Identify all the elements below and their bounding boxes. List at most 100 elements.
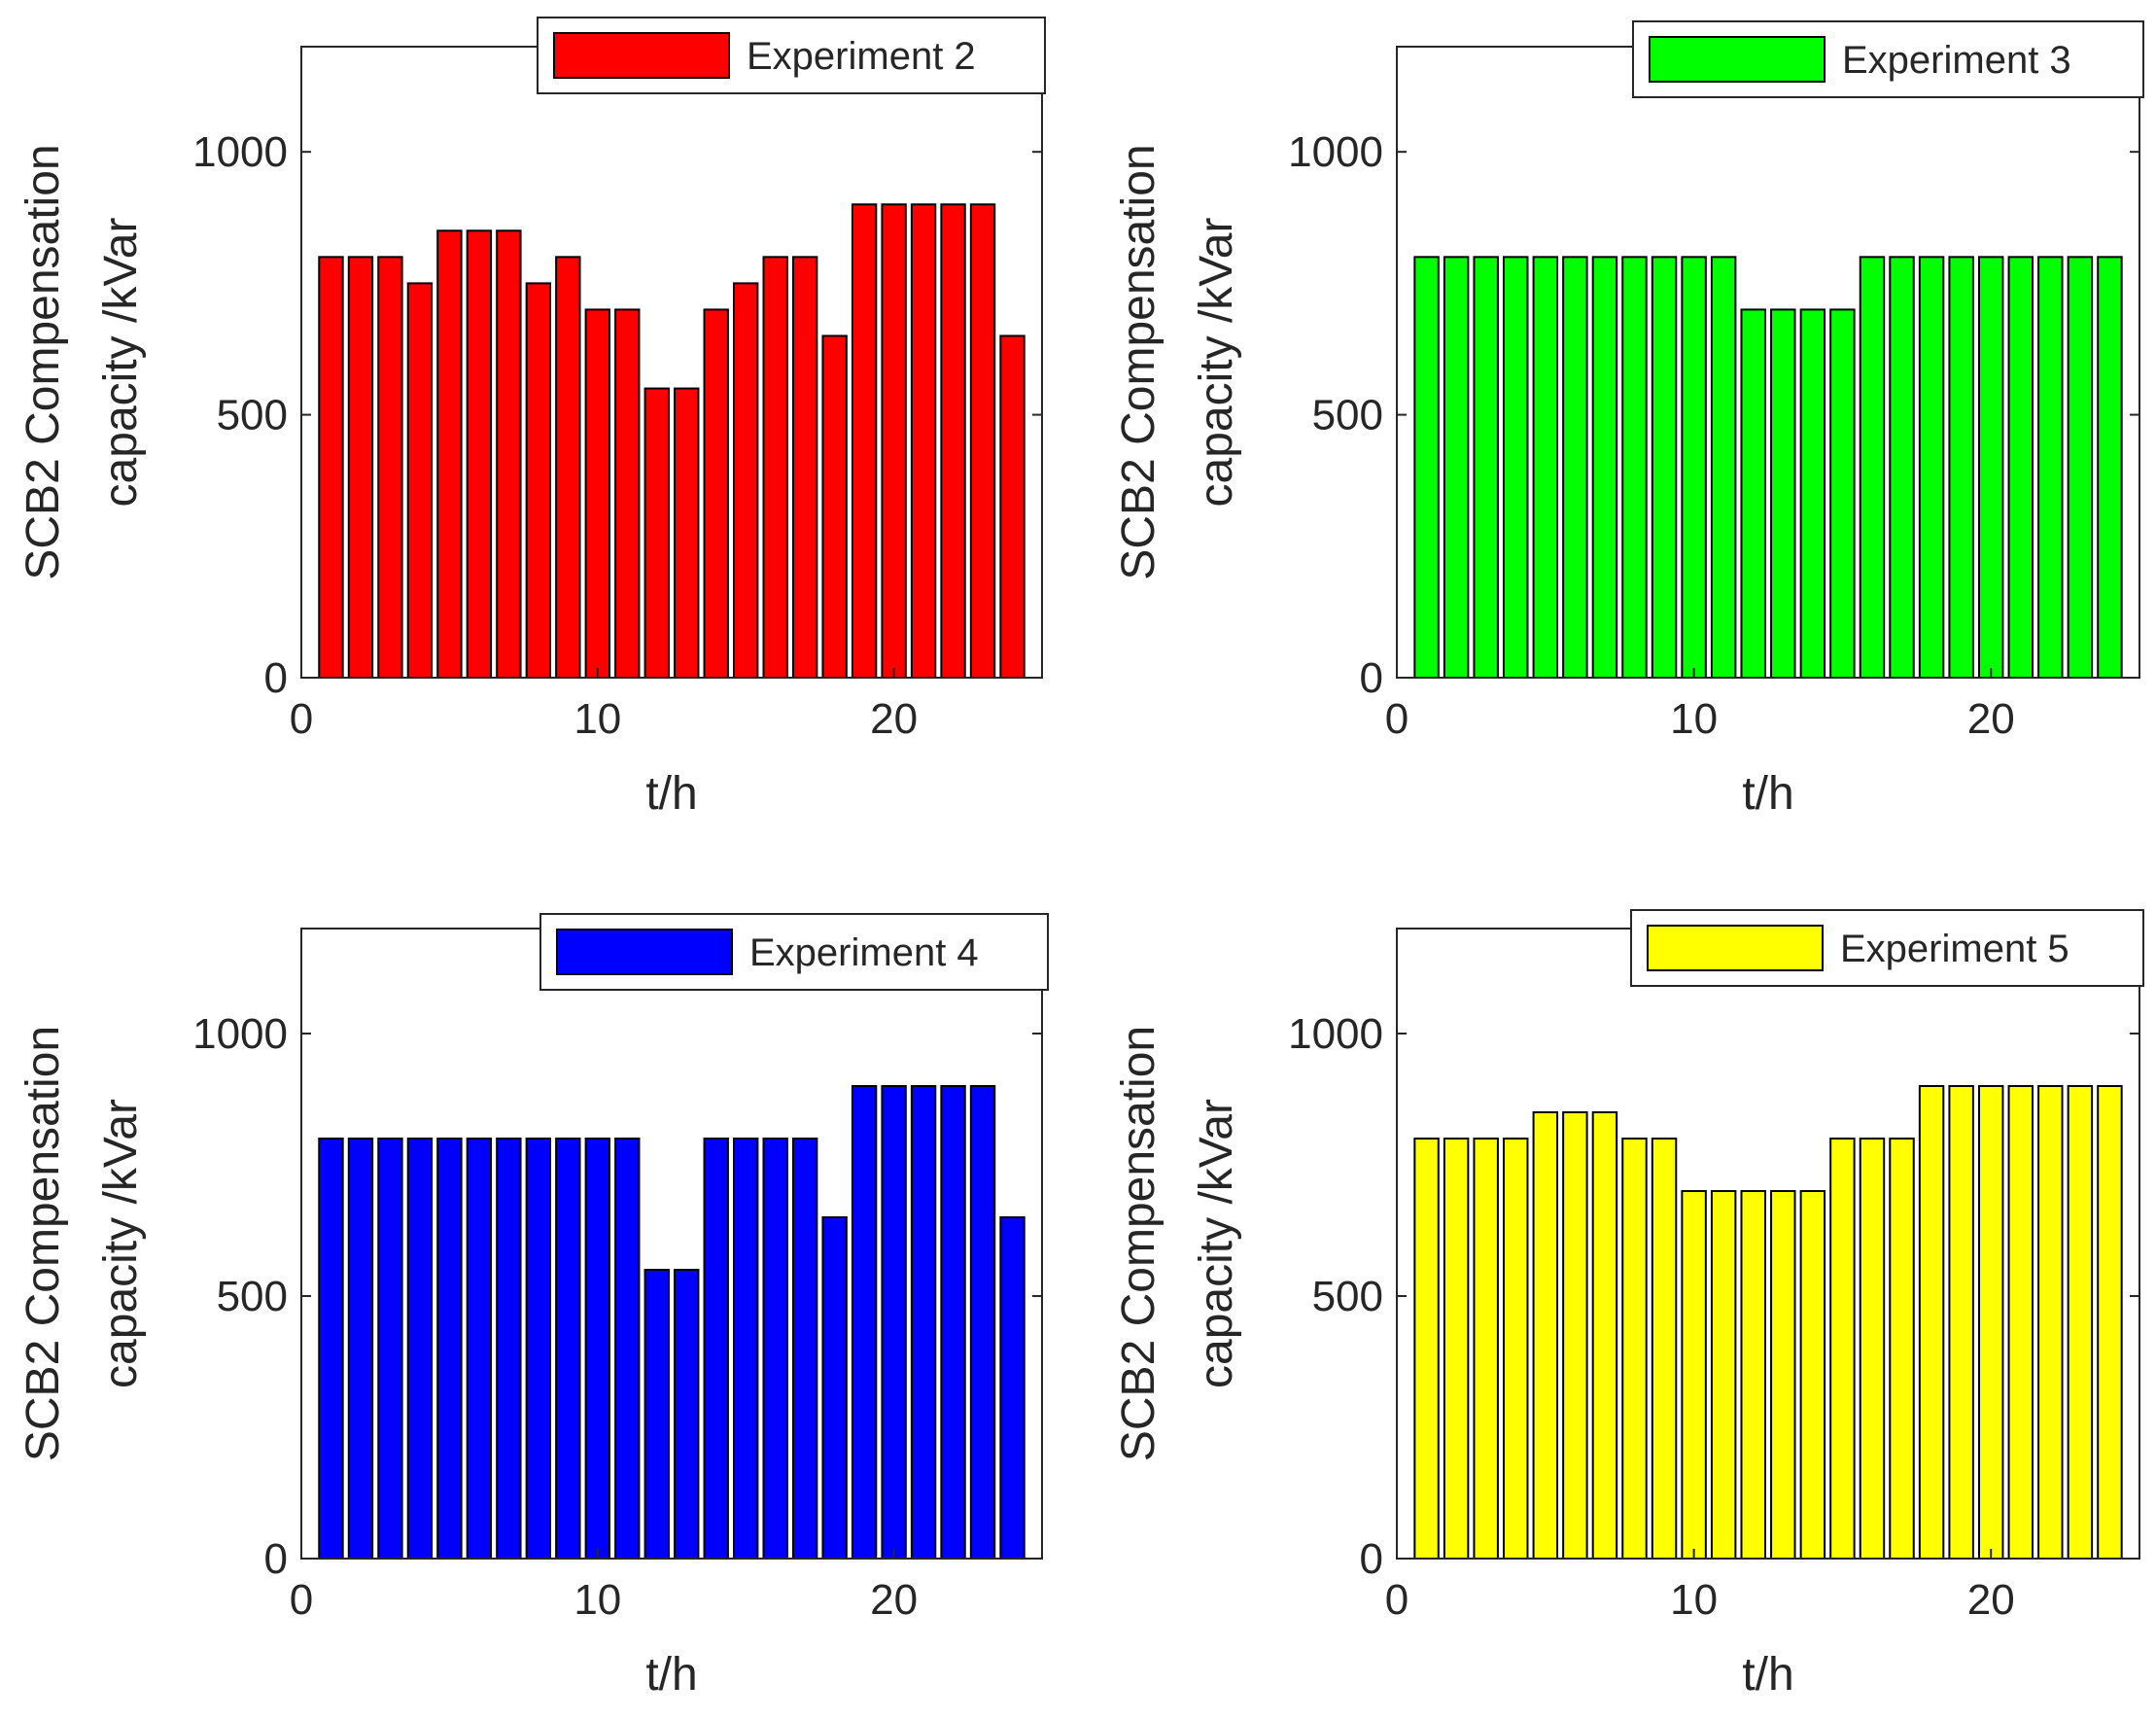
bar-22	[2037, 256, 2064, 679]
bar-14	[1799, 308, 1826, 679]
bar-20	[881, 203, 907, 679]
bar-17	[1889, 1138, 1915, 1560]
bar-21	[2007, 256, 2034, 679]
y-tick-label: 1000	[192, 1010, 288, 1058]
y-axis-title-line-1: SCB2 Compensation	[1113, 1026, 1165, 1461]
x-axis-title: t/h	[1742, 768, 1793, 820]
bar-15	[733, 1138, 759, 1560]
y-tick-label: 0	[264, 654, 288, 702]
bar-7	[496, 229, 522, 679]
bar-22	[2037, 1085, 2064, 1560]
bar-6	[1562, 1111, 1588, 1560]
bar-1	[318, 256, 344, 679]
x-tick-label: 10	[574, 1576, 621, 1624]
bar-5	[436, 229, 463, 679]
bar-11	[1710, 1190, 1737, 1560]
bar-17	[1889, 256, 1915, 679]
bar-4	[406, 1138, 434, 1560]
bar-12	[643, 387, 670, 679]
bar-1	[1413, 256, 1440, 679]
bar-5	[1532, 256, 1559, 679]
bar-14	[703, 308, 729, 679]
bar-21	[2007, 1085, 2034, 1560]
legend-label: Experiment 4	[749, 931, 979, 974]
bar-24	[999, 334, 1026, 679]
bar-23	[969, 203, 996, 679]
bar-13	[1770, 308, 1796, 679]
legend-swatch	[1647, 925, 1824, 971]
bar-6	[466, 1138, 493, 1560]
chart-panel-1: 0 500 1000 0 10 20 t/h SCB2 Compensation capacit…	[17, 17, 1046, 820]
bar-22	[940, 203, 966, 679]
bar-16	[1859, 1138, 1886, 1560]
x-axis-title: t/h	[645, 1649, 697, 1701]
y-axis-title-line-2: capacity /kVar	[95, 1099, 147, 1388]
bar-3	[1473, 1138, 1499, 1560]
y-tick-label: 500	[217, 1273, 288, 1320]
x-tick-label: 0	[1385, 1576, 1408, 1624]
y-tick-label: 0	[1360, 654, 1383, 702]
bar-15	[733, 282, 759, 680]
bar-23	[969, 1085, 996, 1560]
bar-20	[1977, 1085, 2004, 1560]
y-tick-label: 1000	[1288, 128, 1383, 176]
bar-24	[2097, 256, 2123, 679]
bar-10	[584, 308, 610, 679]
bar-4	[1503, 1138, 1529, 1560]
bar-20	[881, 1085, 907, 1560]
bar-14	[703, 1138, 729, 1560]
bar-19	[1948, 1085, 1974, 1560]
bar-11	[614, 308, 641, 679]
bar-7	[1591, 1111, 1618, 1560]
bar-2	[347, 1138, 374, 1560]
bar-11	[1710, 256, 1737, 679]
bar-1	[1413, 1138, 1440, 1560]
chart-panel-3: 0 500 1000 0 10 20 t/h SCB2 Compensation capacit…	[17, 913, 1049, 1701]
bar-6	[466, 229, 493, 679]
bar-16	[762, 256, 788, 679]
y-axis-title-line-2: capacity /kVar	[95, 218, 147, 508]
chart-panel-2: 0 500 1000 0 10 20 t/h SCB2 Compensation capacit…	[1113, 20, 2144, 820]
x-tick-label: 10	[1670, 695, 1718, 743]
y-tick-label: 1000	[192, 128, 288, 176]
bar-21	[910, 1085, 937, 1560]
x-tick-label: 20	[870, 695, 918, 743]
bar-9	[555, 1138, 581, 1560]
bar-16	[1859, 256, 1886, 679]
bar-15	[1829, 308, 1856, 679]
bar-14	[1799, 1190, 1826, 1560]
x-tick-label: 0	[290, 695, 313, 743]
bar-8	[525, 282, 552, 680]
bar-3	[1473, 256, 1499, 679]
x-tick-label: 0	[290, 1576, 313, 1624]
bar-13	[1770, 1190, 1796, 1560]
x-axis-title: t/h	[645, 768, 697, 820]
legend-swatch	[556, 929, 733, 975]
bar-5	[1532, 1111, 1559, 1560]
bar-17	[791, 256, 818, 679]
y-tick-label: 500	[217, 392, 288, 439]
bar-4	[1503, 256, 1529, 679]
y-axis-title-line-1: SCB2 Compensation	[17, 1026, 69, 1461]
bar-9	[1651, 256, 1678, 679]
bar-16	[762, 1138, 788, 1560]
legend-swatch	[1649, 36, 1826, 83]
y-tick-label: 0	[264, 1535, 288, 1583]
bar-13	[674, 387, 700, 679]
y-tick-label: 500	[1312, 1273, 1383, 1320]
bar-15	[1829, 1138, 1856, 1560]
x-tick-label: 10	[1670, 1576, 1718, 1624]
x-tick-label: 20	[1967, 695, 2015, 743]
bar-2	[347, 256, 374, 679]
bar-21	[910, 203, 937, 679]
bar-18	[1918, 256, 1945, 679]
bar-1	[318, 1138, 344, 1560]
bar-13	[674, 1269, 700, 1560]
bar-8	[1621, 1138, 1648, 1560]
bar-12	[643, 1269, 670, 1560]
bar-9	[1651, 1138, 1678, 1560]
bar-11	[614, 1138, 641, 1560]
bar-24	[999, 1216, 1026, 1560]
legend-swatch	[553, 32, 730, 79]
